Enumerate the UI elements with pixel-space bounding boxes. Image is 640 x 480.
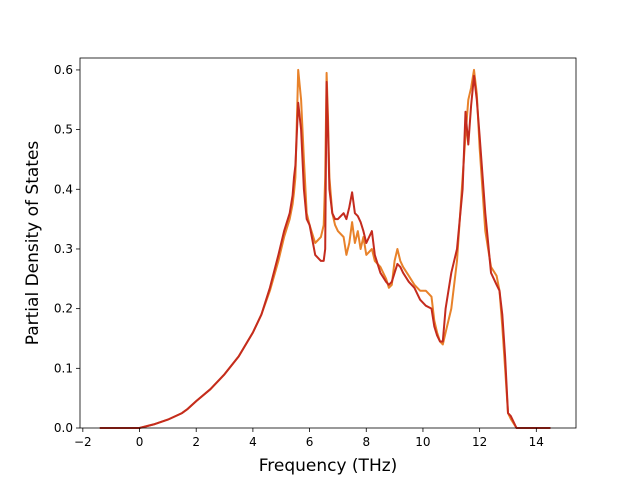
y-tick-label: 0.0 bbox=[54, 421, 73, 435]
series-line-2 bbox=[99, 74, 551, 429]
x-axis-label: Frequency (THz) bbox=[259, 456, 398, 476]
x-tick-label: 6 bbox=[306, 435, 314, 449]
x-tick-label: 10 bbox=[415, 435, 430, 449]
y-axis: 0.0 0.1 0.2 0.3 0.4 0.5 0.6 bbox=[54, 63, 80, 435]
x-axis: −2 0 2 4 6 8 10 12 14 bbox=[74, 428, 544, 449]
plot-frame bbox=[79, 57, 577, 429]
y-tick-label: 0.5 bbox=[54, 123, 73, 137]
y-tick-label: 0.4 bbox=[54, 182, 73, 196]
y-axis-label: Partial Density of States bbox=[23, 141, 43, 346]
x-tick-label: 2 bbox=[192, 435, 200, 449]
y-tick-label: 0.3 bbox=[54, 242, 73, 256]
x-tick-label: 8 bbox=[362, 435, 370, 449]
series-layer bbox=[99, 68, 551, 429]
x-tick-label: 0 bbox=[136, 435, 144, 449]
y-tick-label: 0.2 bbox=[54, 302, 73, 316]
y-tick-label: 0.1 bbox=[54, 361, 73, 375]
x-tick-label: −2 bbox=[74, 435, 92, 449]
x-tick-label: 4 bbox=[249, 435, 257, 449]
y-tick-label: 0.6 bbox=[54, 63, 73, 77]
x-tick-label: 12 bbox=[472, 435, 487, 449]
x-tick-label: 14 bbox=[529, 435, 544, 449]
